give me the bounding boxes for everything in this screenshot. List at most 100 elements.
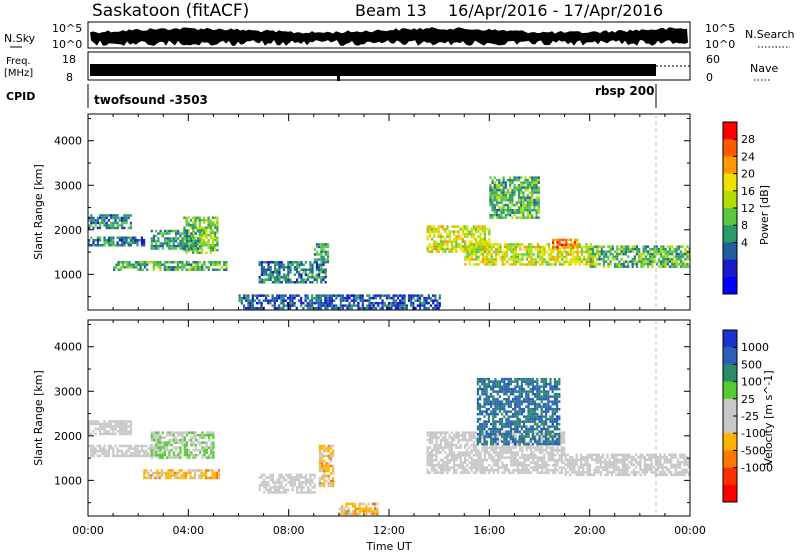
scatter-cell	[558, 260, 562, 264]
scatter-cell	[322, 278, 325, 281]
scatter-cell	[444, 240, 447, 243]
scatter-cell	[512, 446, 515, 449]
scatter-cell	[502, 183, 505, 187]
scatter-cell	[530, 250, 533, 254]
scatter-cell	[554, 461, 557, 464]
scatter-cell	[360, 507, 363, 511]
scatter-cell	[514, 410, 517, 413]
scatter-cell	[291, 481, 294, 484]
scatter-cell	[271, 473, 274, 477]
scatter-cell	[433, 431, 436, 434]
scatter-cell	[468, 263, 471, 266]
scatter-cell	[455, 242, 458, 246]
scatter-cell	[427, 306, 430, 310]
scatter-cell	[143, 476, 146, 480]
scatter-cell	[216, 224, 219, 227]
scatter-cell	[304, 491, 307, 494]
scatter-cell	[450, 441, 453, 444]
scatter-cell	[159, 261, 162, 264]
scatter-cell	[516, 427, 519, 431]
scatter-cell	[358, 510, 361, 513]
scatter-cell	[399, 301, 402, 305]
scatter-cell	[361, 299, 364, 302]
scatter-cell	[242, 304, 246, 307]
scatter-cell	[118, 236, 121, 239]
scatter-cell	[501, 440, 504, 443]
scatter-cell	[450, 245, 453, 248]
scatter-cell	[332, 467, 335, 470]
scatter-cell	[88, 422, 91, 426]
scatter-cell	[207, 453, 211, 457]
scatter-cell	[495, 203, 499, 207]
scatter-cell	[622, 262, 625, 266]
scatter-cell	[507, 390, 510, 393]
scatter-cell	[321, 447, 324, 450]
scatter-cell	[547, 436, 550, 439]
scatter-cell	[179, 232, 182, 235]
scatter-cell	[192, 249, 195, 252]
scatter-cell	[472, 458, 475, 462]
scatter-cell	[258, 261, 261, 264]
scatter-cell	[326, 243, 330, 246]
scatter-cell	[493, 183, 496, 187]
scatter-cell	[556, 258, 559, 261]
scatter-cell	[328, 301, 331, 305]
scatter-cell	[121, 427, 124, 431]
scatter-cell	[556, 407, 559, 411]
scatter-cell	[514, 427, 517, 431]
scatter-cell	[485, 442, 488, 446]
scatter-cell	[556, 243, 559, 247]
scatter-cell	[190, 239, 193, 243]
scatter-cell	[168, 433, 171, 437]
scatter-cell	[150, 229, 153, 233]
scatter-cell	[530, 245, 533, 249]
scatter-cell	[315, 260, 319, 264]
scatter-cell	[262, 294, 265, 297]
scatter-cell	[492, 468, 495, 472]
scatter-cell	[324, 268, 327, 271]
scatter-cell	[466, 451, 469, 454]
scatter-cell	[496, 385, 499, 388]
scatter-cell	[514, 260, 517, 264]
scatter-cell	[370, 306, 373, 310]
scatter-cell	[190, 441, 193, 444]
scatter-cell	[437, 245, 440, 248]
scatter-cell	[545, 402, 548, 406]
scatter-cell	[194, 443, 197, 447]
scatter-cell	[504, 216, 507, 219]
scatter-cell	[477, 230, 480, 233]
scatter-cell	[322, 258, 325, 261]
scatter-cell	[549, 446, 552, 449]
scatter-cell	[425, 306, 428, 310]
scatter-cell	[161, 247, 164, 250]
scatter-cell	[204, 469, 207, 472]
scatter-cell	[216, 226, 219, 229]
scatter-cell	[514, 263, 517, 266]
scatter-cell	[535, 196, 538, 199]
scatter-cell	[278, 278, 281, 281]
scatter-cell	[127, 454, 130, 458]
scatter-cell	[94, 427, 97, 431]
scatter-cell	[121, 444, 124, 448]
scatter-cell	[470, 235, 473, 238]
scatter-cell	[359, 299, 362, 302]
scatter-cell	[556, 405, 559, 408]
scatter-cell	[105, 425, 108, 428]
scatter-cell	[326, 294, 329, 297]
scatter-cell	[523, 433, 526, 437]
scatter-cell	[503, 451, 506, 454]
scatter-cell	[352, 301, 356, 305]
scatter-cell	[309, 488, 312, 492]
scatter-cell	[401, 301, 404, 305]
scatter-cell	[112, 452, 115, 455]
scatter-cell	[526, 183, 529, 187]
scatter-cell	[545, 440, 548, 443]
scatter-cell	[358, 507, 361, 511]
scatter-cell	[509, 435, 512, 438]
scatter-cell	[554, 463, 557, 467]
scatter-cell	[105, 241, 108, 244]
scatter-cell	[205, 431, 208, 434]
scatter-cell	[488, 240, 491, 243]
scatter-cell	[99, 430, 102, 433]
scatter-cell	[552, 448, 555, 452]
